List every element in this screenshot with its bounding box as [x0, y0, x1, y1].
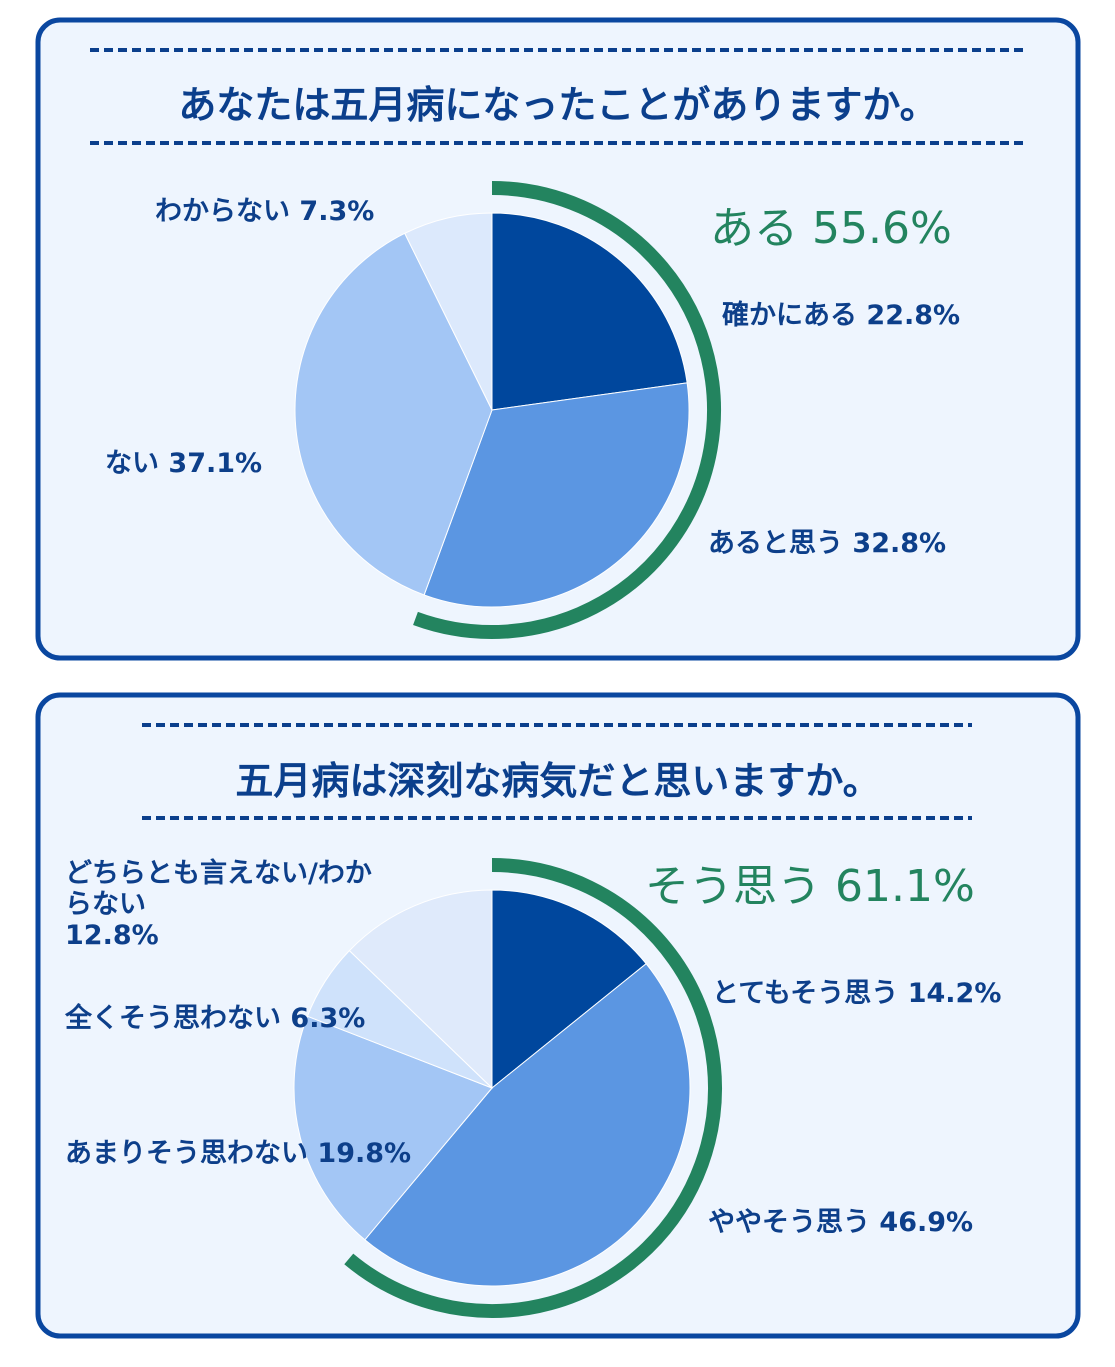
- highlight-value: 61.1%: [835, 861, 975, 912]
- slice-value: 46.9%: [879, 1207, 974, 1238]
- pie-slice: [491, 212, 688, 411]
- slice-name: ない: [105, 448, 159, 479]
- slice-label: 確かにある 22.8%: [722, 300, 960, 331]
- slice-label: どちらとも言えない/わからない 12.8%: [65, 858, 385, 951]
- slice-name: あまりそう思わない: [65, 1138, 308, 1169]
- pie-slice: [404, 212, 493, 411]
- highlight-name: そう思う: [645, 861, 821, 912]
- pie-slice: [348, 889, 493, 1090]
- slice-name: あると思う: [708, 528, 843, 559]
- pie-slice: [293, 1015, 493, 1241]
- slice-label: あまりそう思わない 19.8%: [65, 1138, 411, 1169]
- highlight-value: 55.6%: [812, 203, 952, 254]
- slice-label: とてもそう思う 14.2%: [712, 978, 1001, 1009]
- slice-name: 全くそう思わない: [65, 1003, 281, 1034]
- slice-name: どちらとも言えない/わからない: [65, 858, 372, 921]
- slice-value: 14.2%: [907, 978, 1002, 1009]
- highlight-arc: [344, 858, 722, 1318]
- slice-value: 7.3%: [299, 196, 375, 227]
- highlight-arc: [413, 181, 721, 639]
- slice-name: ややそう思う: [708, 1207, 870, 1238]
- slice-value: 19.8%: [317, 1138, 412, 1169]
- slice-name: 確かにある: [722, 300, 857, 331]
- slice-label: 全くそう思わない 6.3%: [65, 1003, 365, 1034]
- slice-value: 12.8%: [65, 920, 159, 952]
- slice-name: わからない: [155, 196, 290, 227]
- pie-slice: [364, 963, 691, 1287]
- slice-label: わからない 7.3%: [155, 196, 374, 227]
- highlight-label: そう思う 61.1%: [645, 850, 975, 914]
- highlight-label: ある 55.6%: [710, 192, 952, 256]
- chart-title: あなたは五月病になったことがありますか。: [178, 83, 938, 127]
- dividers: [90, 48, 1025, 820]
- slice-value: 22.8%: [866, 300, 961, 331]
- slice-label: あると思う 32.8%: [708, 528, 946, 559]
- pie-slice: [294, 232, 493, 596]
- slice-name: とてもそう思う: [712, 978, 899, 1009]
- pie-slice: [491, 889, 647, 1090]
- highlight-name: ある: [710, 203, 798, 254]
- chart-title: 五月病は深刻な病気だと思いますか。: [235, 759, 881, 803]
- slice-value: 6.3%: [290, 1003, 366, 1034]
- slice-label: ない 37.1%: [105, 448, 262, 479]
- slice-label: ややそう思う 46.9%: [708, 1207, 973, 1238]
- pie-slice: [423, 382, 690, 608]
- slice-value: 32.8%: [852, 528, 947, 559]
- slice-value: 37.1%: [168, 448, 263, 479]
